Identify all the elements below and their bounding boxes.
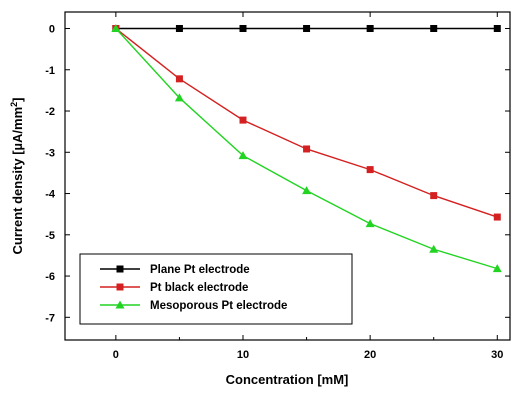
data-point-plane-pt-electrode [239,25,247,33]
legend-marks [100,265,140,309]
y-axis-title: Current density [µA/mm2] [9,98,25,255]
data-point-mesoporous-pt-electrode [302,186,312,195]
legend-box [79,253,353,325]
y-axis-title-close: ] [10,98,25,102]
data-point-plane-pt-electrode [366,25,374,33]
y-tick-label: -2 [45,106,55,118]
y-tick-label: -7 [45,312,55,324]
plot-frame [64,11,511,341]
data-point-mesoporous-pt-electrode [238,151,248,160]
data-point-plane-pt-electrode [303,25,311,33]
y-tick-label: -5 [45,230,55,242]
x-tick-label: 20 [364,349,376,361]
data-point-pt-black-electrode [430,192,438,200]
legend-label-mesoporous: Mesoporous Pt electrode [150,300,287,312]
legend-label-pt-black: Pt black electrode [150,282,248,294]
data-point-mesoporous-pt-electrode [365,219,375,228]
x-tick-label: 0 [113,349,119,361]
data-point-mesoporous-pt-electrode [111,24,121,33]
data-point-pt-black-electrode [303,145,311,153]
x-axis-title: Concentration [mM] [226,372,349,387]
y-tick-label: -1 [45,65,55,77]
x-tick-label: 30 [491,349,503,361]
data-point-plane-pt-electrode [175,25,183,33]
data-point-mesoporous-pt-electrode [174,93,184,102]
y-axis-title-superscript: 2 [9,102,19,107]
y-tick-label: -4 [45,189,56,201]
data-point-pt-black-electrode [239,116,247,124]
legend-label-plane: Plane Pt electrode [150,264,250,276]
data-point-plane-pt-electrode [493,25,501,33]
data-point-mesoporous-pt-electrode [429,244,439,253]
data-point-plane-pt-electrode [430,25,438,33]
legend-marker-pt-black-electrode [116,283,124,291]
axis-ticks: 0 10 20 30 0 -1 -2 -3 -4 -5 -6 -7 [45,12,510,361]
x-tick-label: 10 [237,349,249,361]
series-layer [111,24,502,273]
y-tick-label: 0 [49,24,55,36]
y-tick-label: -3 [45,147,55,159]
data-point-pt-black-electrode [175,75,183,83]
data-point-mesoporous-pt-electrode [492,264,502,273]
y-tick-label: -6 [45,271,55,283]
data-point-pt-black-electrode [493,213,501,221]
legend-marker-mesoporous-pt-electrode [115,300,125,309]
legend-marker-plane-pt-electrode [116,265,124,273]
legend: Plane Pt electrode Pt black electrode Me… [79,253,353,325]
data-point-pt-black-electrode [366,166,374,174]
y-axis-title-main: Current density [µA/mm [10,107,25,255]
